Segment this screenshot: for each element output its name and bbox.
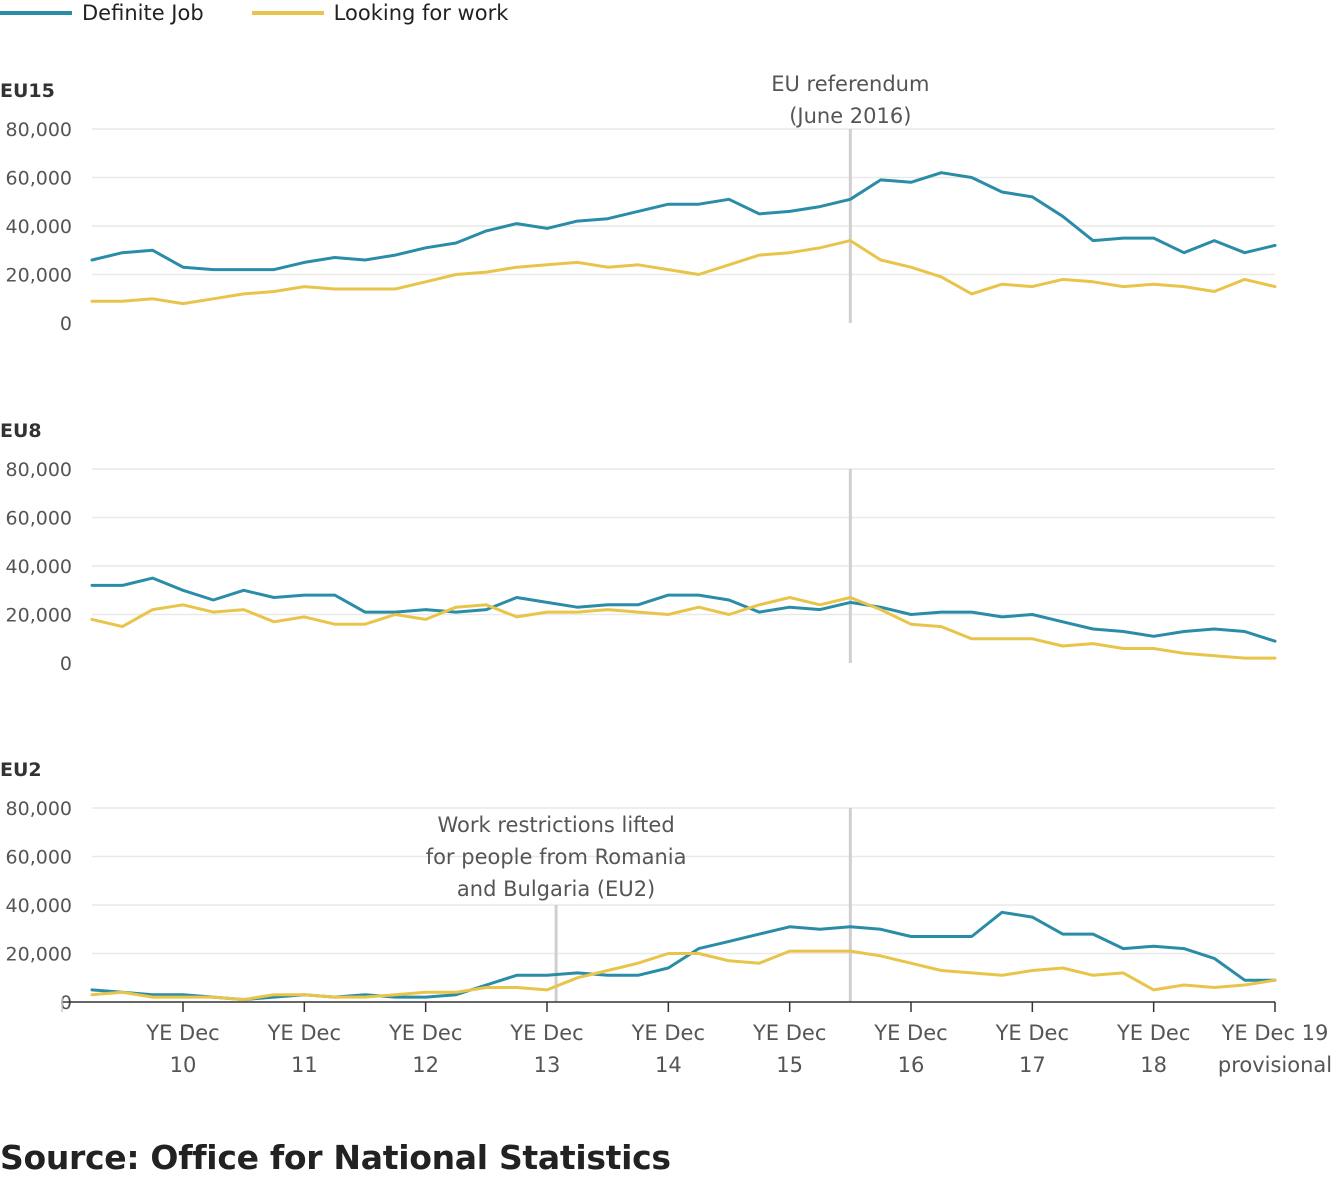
y-tick-label: 40,000: [6, 556, 72, 578]
chart-legend: Definite Job Looking for work: [0, 0, 556, 26]
y-tick-label: 60,000: [6, 168, 72, 190]
legend-label-looking-for-work: Looking for work: [333, 1, 509, 25]
legend-item-looking-for-work[interactable]: Looking for work: [251, 1, 509, 25]
y-tick-label: 80,000: [6, 119, 72, 141]
annotation-text: (June 2016): [789, 104, 911, 128]
y-tick-label: 80,000: [6, 798, 72, 820]
series-line-definite-job: [90, 910, 1277, 1002]
legend-item-definite-job[interactable]: Definite Job: [0, 1, 204, 25]
annotation-text: for people from Romania: [426, 845, 687, 869]
series-line-definite-job: [90, 171, 1277, 272]
panel-title-eu8: EU8: [0, 420, 42, 442]
legend-swatch-definite-job: [0, 11, 72, 15]
line-chart: EU15 80,000 60,000 40,000 20,000 0 EU referend…: [0, 72, 1332, 1077]
y-tick-label: 40,000: [6, 895, 72, 917]
x-tick-label: YE Dec: [995, 1021, 1069, 1045]
y-tick-label: 60,000: [6, 847, 72, 869]
x-tick-label: YE Dec 19: [1221, 1021, 1329, 1045]
x-tick-label: 18: [1140, 1053, 1167, 1077]
y-tick-label: 0: [60, 313, 72, 335]
x-tick-label: 17: [1019, 1053, 1046, 1077]
x-tick-label: 13: [534, 1053, 561, 1077]
annotation-text: Work restrictions lifted: [438, 813, 675, 837]
x-tick-label: YE Dec: [1116, 1021, 1190, 1045]
source-note: Source: Office for National Statistics: [0, 1138, 671, 1177]
x-tick-label: 12: [412, 1053, 439, 1077]
y-tick-label: 40,000: [6, 216, 72, 238]
x-tick-label: YE Dec: [873, 1021, 947, 1045]
annotation-text: and Bulgaria (EU2): [457, 877, 655, 901]
x-tick-label: YE Dec: [752, 1021, 826, 1045]
legend-label-definite-job: Definite Job: [82, 1, 204, 25]
y-tick-label: 0: [60, 992, 72, 1014]
x-tick-label: 14: [655, 1053, 682, 1077]
x-tick-label: 16: [898, 1053, 925, 1077]
panel-title-eu2: EU2: [0, 759, 42, 781]
y-tick-label: 80,000: [6, 459, 72, 481]
y-tick-label: 20,000: [6, 605, 72, 627]
x-tick-label: YE Dec: [509, 1021, 583, 1045]
y-tick-label: 20,000: [6, 265, 72, 287]
series-line-looking-for-work: [90, 596, 1277, 660]
x-tick-label: 15: [776, 1053, 803, 1077]
annotation-text: EU referendum: [771, 72, 929, 96]
y-tick-label: 20,000: [6, 944, 72, 966]
x-tick-label: YE Dec: [388, 1021, 462, 1045]
x-tick-label: 10: [170, 1053, 197, 1077]
x-tick-label: YE Dec: [145, 1021, 219, 1045]
x-tick-label: YE Dec: [631, 1021, 705, 1045]
y-tick-label: 60,000: [6, 508, 72, 530]
x-tick-label: 11: [291, 1053, 318, 1077]
x-tick-label: provisional: [1218, 1053, 1332, 1077]
legend-swatch-looking-for-work: [251, 11, 324, 15]
x-tick-label: YE Dec: [267, 1021, 341, 1045]
panel-title-eu15: EU15: [0, 80, 55, 102]
series-line-looking-for-work: [90, 949, 1277, 1002]
y-tick-label: 0: [60, 653, 72, 675]
series-line-definite-job: [90, 576, 1277, 643]
series-line-looking-for-work: [90, 239, 1277, 306]
